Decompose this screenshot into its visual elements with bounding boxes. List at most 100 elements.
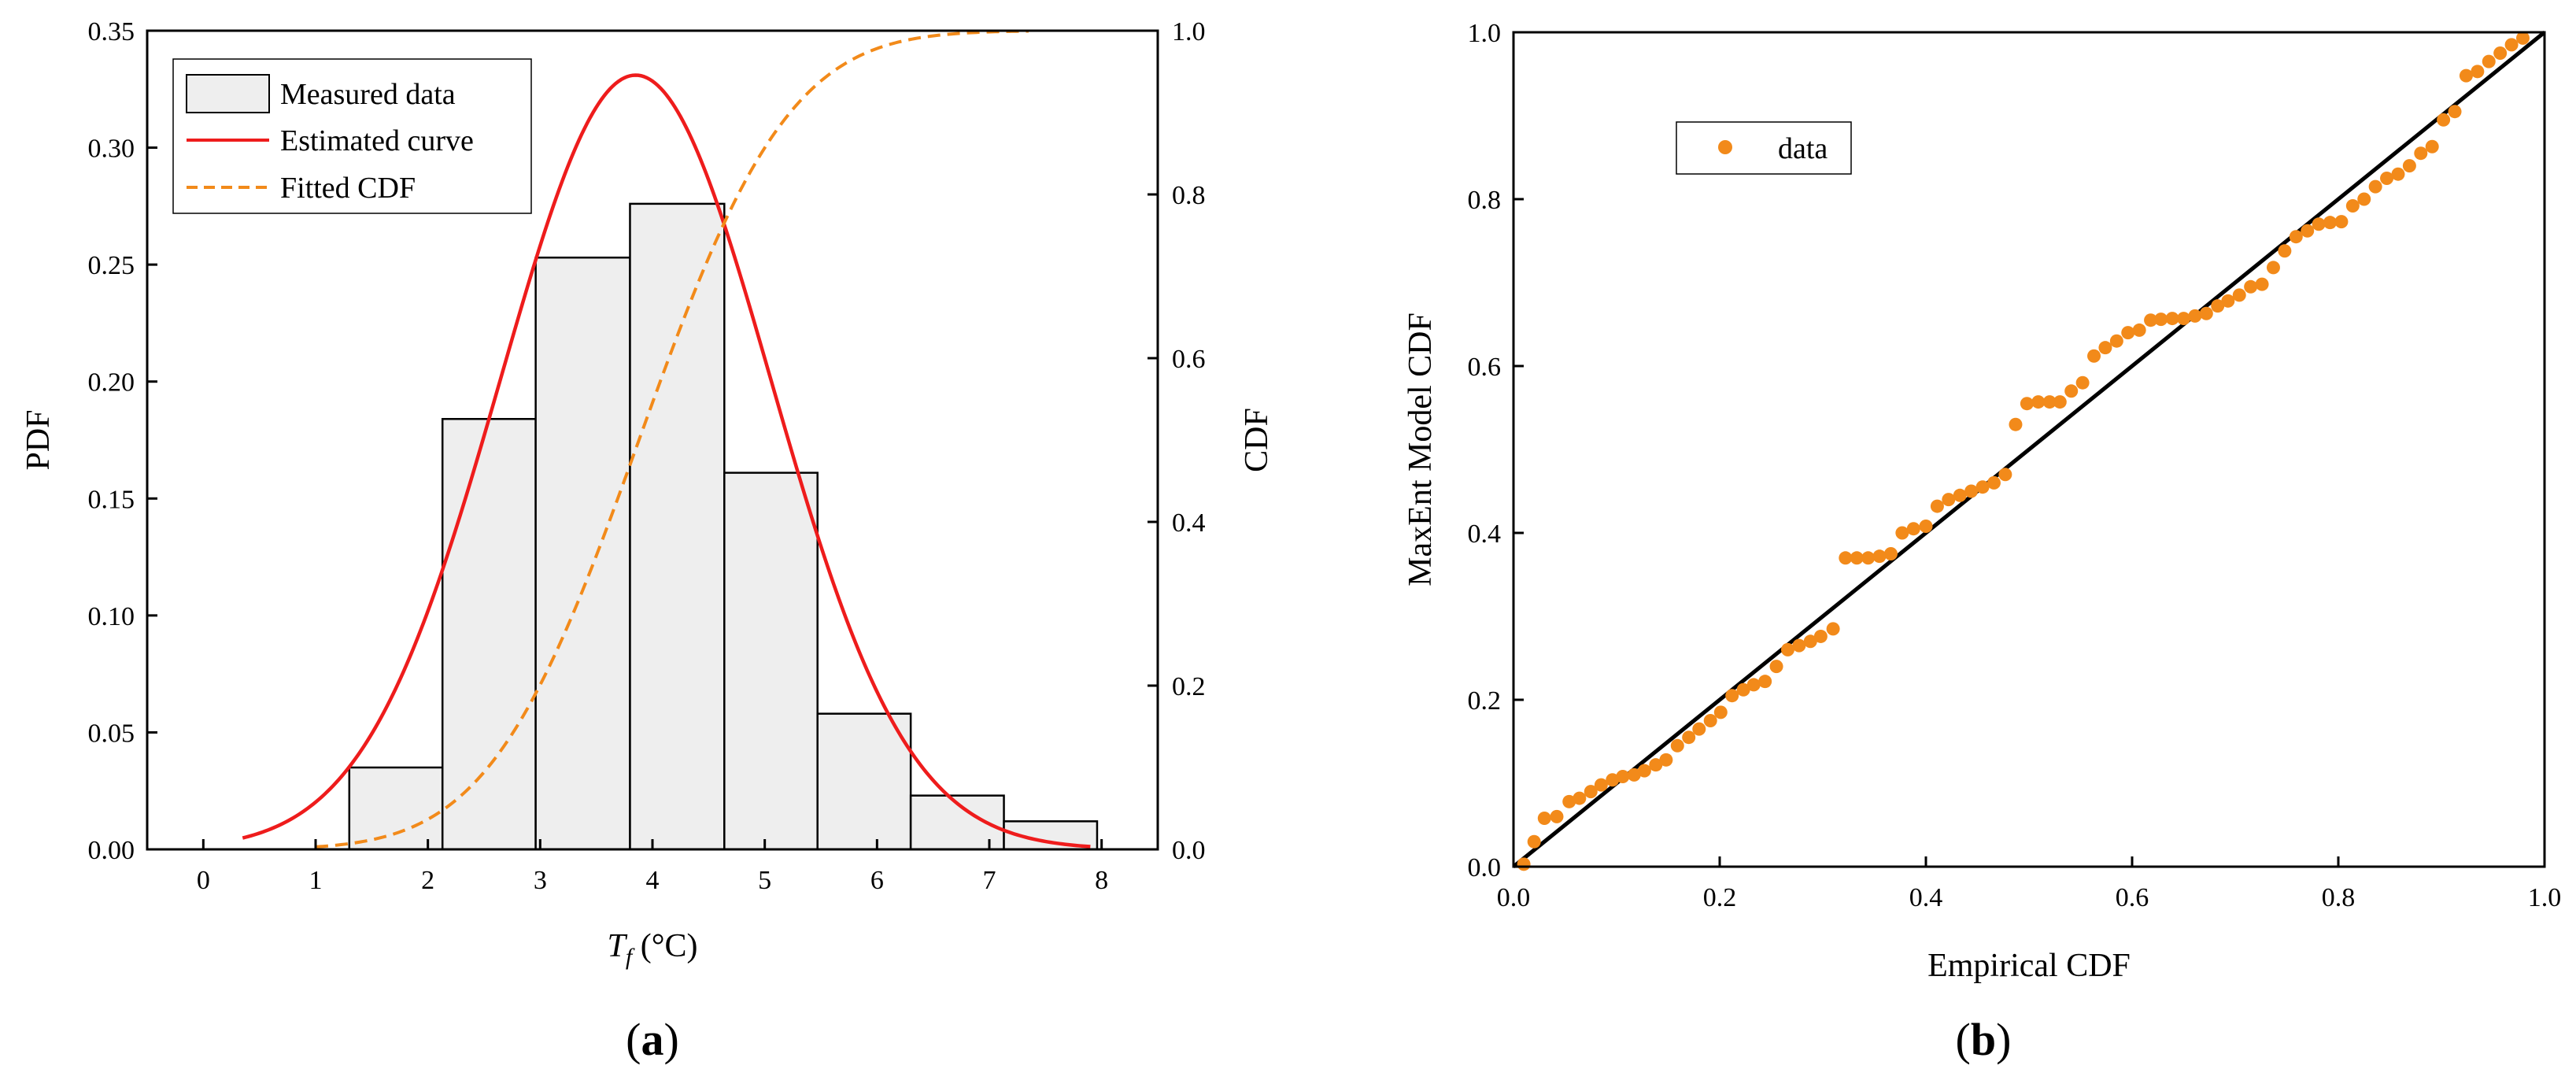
data-point xyxy=(2278,244,2292,258)
data-point xyxy=(1627,767,1641,782)
data-point xyxy=(1670,738,1684,753)
data-point xyxy=(2357,192,2371,206)
y-tick-label: 0.00 xyxy=(88,836,135,865)
data-point xyxy=(1758,675,1772,689)
x-tick-label: 0.2 xyxy=(1703,883,1737,912)
data-point xyxy=(2232,288,2246,302)
panel-label-a: (a) xyxy=(626,1014,679,1065)
histogram-bar xyxy=(723,472,819,851)
data-point xyxy=(2053,395,2067,409)
y2-tick-label: 0.2 xyxy=(1172,672,1206,701)
data-point xyxy=(1725,689,1739,703)
data-point xyxy=(2504,38,2519,52)
data-point xyxy=(1769,660,1783,674)
y-tick-label: 0.35 xyxy=(88,17,135,46)
data-point xyxy=(1942,493,1956,507)
y-tick-label: 0.0 xyxy=(1468,853,1502,882)
data-point xyxy=(1792,638,1806,653)
data-point xyxy=(2380,172,2394,185)
data-point xyxy=(2459,68,2473,83)
data-point xyxy=(1537,812,1551,826)
panel-b: 0.0 0.2 0.4 0.6 0.8 1.0 0.0 0.2 0.4 0.6 0.8 1.0 Ma… xyxy=(1403,19,2561,1065)
data-point xyxy=(1803,634,1817,649)
x-tick-label: 0.6 xyxy=(2116,883,2149,912)
scatter-points xyxy=(1517,31,2530,871)
data-point xyxy=(2437,113,2451,127)
y-tick-label: 0.2 xyxy=(1468,686,1502,716)
data-point xyxy=(2402,159,2416,173)
y-tick-label: 0.30 xyxy=(88,135,135,164)
data-point xyxy=(1813,629,1828,643)
data-point xyxy=(1550,809,1564,823)
legend-swatch-histogram xyxy=(186,74,270,113)
curves xyxy=(242,29,1091,849)
y-ticks: 0.00 0.05 0.10 0.15 0.20 0.25 0.30 0.35 xyxy=(88,17,157,865)
y2-ticks: 0.0 0.2 0.4 0.6 0.8 1.0 xyxy=(1148,17,1206,865)
panel-label-b: (b) xyxy=(1956,1014,2012,1065)
reference-line xyxy=(1512,31,2546,868)
data-point xyxy=(2199,306,2213,320)
data-point xyxy=(1839,551,1853,565)
estimated-pdf-curve xyxy=(242,73,1091,849)
x-tick-label: 3 xyxy=(534,866,547,895)
data-point xyxy=(1895,526,1909,540)
x-axis-label: Empirical CDF xyxy=(1927,948,2131,984)
data-point xyxy=(1594,778,1608,792)
y-tick-label: 0.8 xyxy=(1468,186,1502,215)
data-point xyxy=(2020,397,2034,411)
data-point xyxy=(1682,730,1696,745)
data-point xyxy=(2009,417,2023,431)
x-tick-label: 0.8 xyxy=(2322,883,2356,912)
histogram-bar xyxy=(816,712,912,851)
histogram-bar xyxy=(534,256,631,851)
data-point xyxy=(2471,65,2485,79)
data-point xyxy=(2448,105,2462,119)
x-tick-label: 0 xyxy=(197,866,210,895)
data-point xyxy=(2144,313,2158,327)
data-point xyxy=(1637,764,1651,778)
data-point xyxy=(1616,770,1630,784)
data-point xyxy=(1998,468,2012,482)
y-tick-label: 0.05 xyxy=(88,719,135,748)
x-ticks: 0 1 2 3 4 5 6 7 8 xyxy=(197,839,1108,895)
y2-tick-label: 1.0 xyxy=(1172,17,1206,46)
data-point xyxy=(2132,323,2146,337)
data-point xyxy=(2042,395,2057,409)
histogram-bar xyxy=(441,418,537,851)
data-point xyxy=(2414,146,2428,161)
y-tick-label: 0.10 xyxy=(88,602,135,631)
y-tick-label: 0.25 xyxy=(88,251,135,280)
data-point xyxy=(1906,522,1920,536)
legend-label-estimated: Estimated curve xyxy=(280,124,474,157)
data-point xyxy=(2334,215,2349,229)
data-point xyxy=(2301,224,2315,238)
y2-tick-label: 0.8 xyxy=(1172,181,1206,210)
data-point xyxy=(1562,794,1576,808)
data-point xyxy=(1584,785,1598,799)
data-point xyxy=(1975,480,1990,494)
x-tick-label: 8 xyxy=(1095,866,1108,895)
y-axis-label: MaxEnt Model CDF xyxy=(1403,313,1439,586)
data-point xyxy=(2177,312,2190,326)
x-ticks: 0.0 0.2 0.4 0.6 0.8 1.0 xyxy=(1497,856,2561,912)
data-point xyxy=(1527,834,1541,849)
histogram-bar xyxy=(348,766,444,851)
y-ticks: 0.0 0.2 0.4 0.6 0.8 1.0 xyxy=(1468,19,1524,882)
data-point xyxy=(2165,312,2179,326)
x-tick-label: 0.4 xyxy=(1909,883,1943,912)
data-point xyxy=(1692,722,1706,736)
x-tick-label: 4 xyxy=(646,866,660,895)
data-point xyxy=(1606,773,1620,787)
data-point xyxy=(1850,551,1864,565)
x-tick-label: 5 xyxy=(758,866,771,895)
x-tick-label: 0.0 xyxy=(1497,883,1531,912)
data-point xyxy=(2482,54,2496,68)
data-point xyxy=(1883,547,1898,560)
data-point xyxy=(1649,758,1663,772)
y2-axis-label: CDF xyxy=(1239,408,1275,472)
data-point xyxy=(2515,31,2530,45)
legend-frame xyxy=(1676,121,1852,175)
legend: data xyxy=(1676,121,1852,175)
plot-frame-b xyxy=(1512,31,2546,868)
